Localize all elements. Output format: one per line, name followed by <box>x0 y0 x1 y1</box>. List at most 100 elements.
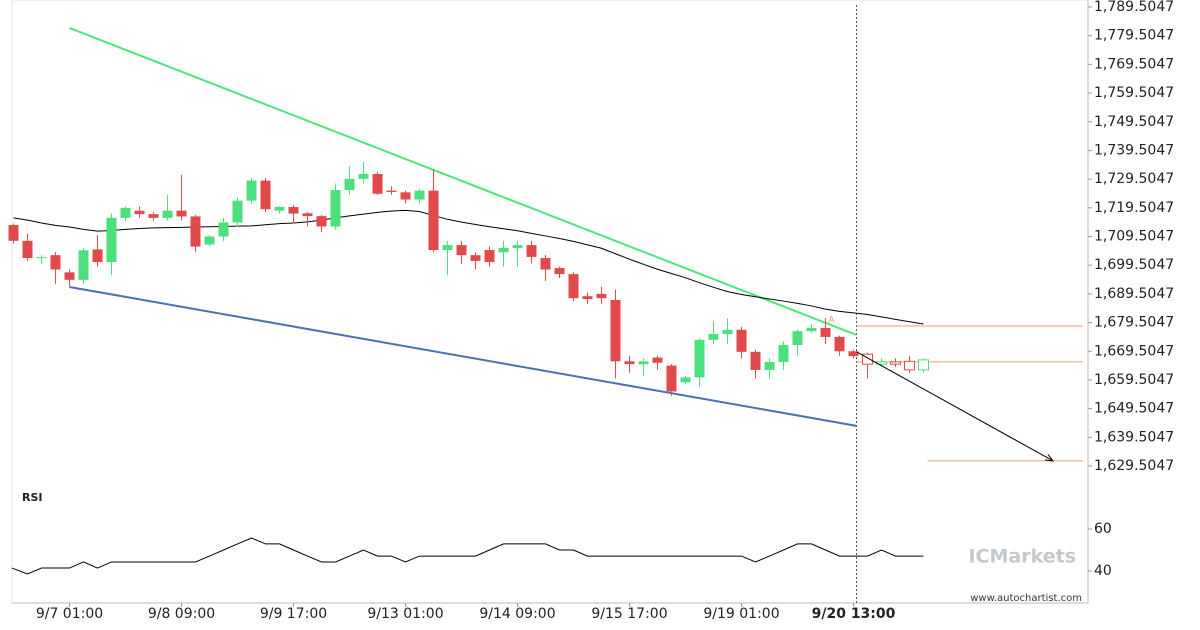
candle-body <box>904 360 915 371</box>
candle-body <box>232 200 243 223</box>
candle-body <box>414 190 425 200</box>
candle-body <box>386 190 397 193</box>
candle-body <box>148 214 159 218</box>
candle-body <box>694 339 705 378</box>
forecast-arrow <box>856 351 1054 462</box>
x-tick-label: 9/14 09:00 <box>479 606 555 622</box>
candle-body <box>78 250 89 280</box>
y-tick-label: 1,779.5047 <box>1094 28 1174 44</box>
candle-body <box>64 272 75 280</box>
candle-body <box>316 216 327 227</box>
candle-body <box>540 258 551 270</box>
candle-body <box>512 245 523 248</box>
candle-body <box>764 361 775 370</box>
candle-body <box>106 217 117 263</box>
y-tick-label: 1,699.5047 <box>1094 257 1174 273</box>
trend-line <box>69 286 857 427</box>
y-tick-label: 1,719.5047 <box>1094 200 1174 216</box>
candle-body <box>918 359 929 371</box>
candle-body <box>442 245 453 250</box>
candle-body <box>8 225 19 241</box>
candle-body <box>610 299 621 362</box>
rsi-tick-label: 40 <box>1094 563 1112 579</box>
rsi-line <box>11 537 924 575</box>
candle-body <box>806 328 817 332</box>
candle-body <box>526 245 537 257</box>
candle-body <box>582 296 593 300</box>
candle-body <box>778 344 789 362</box>
x-tick-label: 9/19 01:00 <box>703 606 779 622</box>
candle-body <box>288 206 299 214</box>
candle-body <box>162 210 173 218</box>
candle-body <box>638 361 649 365</box>
y-tick-label: 1,639.5047 <box>1094 429 1174 445</box>
candle-body <box>204 236 215 245</box>
candle-body <box>680 377 691 383</box>
logo: ICMarkets <box>968 546 1076 568</box>
candle-body <box>274 206 285 211</box>
y-tick-label: 1,669.5047 <box>1094 343 1174 359</box>
trend-line <box>69 27 857 336</box>
y-tick-label: 1,689.5047 <box>1094 286 1174 302</box>
candle-body <box>302 213 313 217</box>
x-tick-label: 9/13 01:00 <box>367 606 443 622</box>
candle-body <box>218 222 229 237</box>
x-tick-label: 9/15 17:00 <box>591 606 667 622</box>
candle-body <box>890 361 901 365</box>
candle-body <box>820 328 831 337</box>
candle-body <box>554 268 565 275</box>
y-tick-label: 1,659.5047 <box>1094 372 1174 388</box>
candle-body <box>246 180 257 201</box>
x-tick-label: 9/8 09:00 <box>148 606 215 622</box>
candle-body <box>344 178 355 191</box>
arrow-head <box>1044 454 1055 462</box>
candle-body <box>456 245 467 256</box>
candle-body <box>428 190 439 250</box>
y-tick-label: 1,729.5047 <box>1094 171 1174 187</box>
rsi-label: RSI <box>22 491 43 504</box>
candle-body <box>624 361 635 365</box>
candle-body <box>36 257 47 259</box>
candle-body <box>834 336 845 352</box>
candle-body <box>120 207 131 218</box>
y-tick-label: 1,759.5047 <box>1094 85 1174 101</box>
y-tick-label: 1,649.5047 <box>1094 401 1174 417</box>
y-tick-label: 1,709.5047 <box>1094 229 1174 245</box>
y-tick-label: 1,749.5047 <box>1094 114 1174 130</box>
candle-body <box>134 210 145 215</box>
y-tick-label: 1,739.5047 <box>1094 142 1174 158</box>
candle-body <box>484 249 495 263</box>
candle-body <box>260 180 271 210</box>
moving-average <box>13 209 924 325</box>
candle-body <box>92 249 103 263</box>
candle-body <box>50 255 61 270</box>
candle-body <box>862 353 873 365</box>
candle-body <box>792 331 803 345</box>
x-tick-label: 9/20 13:00 <box>812 606 896 622</box>
rsi-tick-label: 60 <box>1094 521 1112 537</box>
candle-body <box>22 240 33 259</box>
y-tick-label: 1,629.5047 <box>1094 458 1174 474</box>
candle-body <box>372 173 383 194</box>
candle-body <box>722 329 733 335</box>
candle-body <box>358 173 369 179</box>
candle-body <box>176 210 187 217</box>
x-tick-label: 9/7 01:00 <box>36 606 103 622</box>
candle-body <box>652 357 663 363</box>
candle-body <box>666 365 677 392</box>
candle-body <box>736 329 747 352</box>
candle-body <box>750 351 761 370</box>
candle-body <box>498 247 509 253</box>
y-tick-label: 1,789.5047 <box>1094 0 1174 15</box>
candle-body <box>848 351 859 357</box>
candle-body <box>708 334 719 340</box>
candle-body <box>330 190 341 227</box>
candle-body <box>470 255 481 261</box>
x-tick-label: 9/9 17:00 <box>260 606 327 622</box>
y-tick-label: 1,769.5047 <box>1094 56 1174 72</box>
annotation: A <box>828 315 835 325</box>
candle-body <box>596 293 607 299</box>
plot-frame <box>11 0 1089 604</box>
candle-body <box>190 216 201 247</box>
